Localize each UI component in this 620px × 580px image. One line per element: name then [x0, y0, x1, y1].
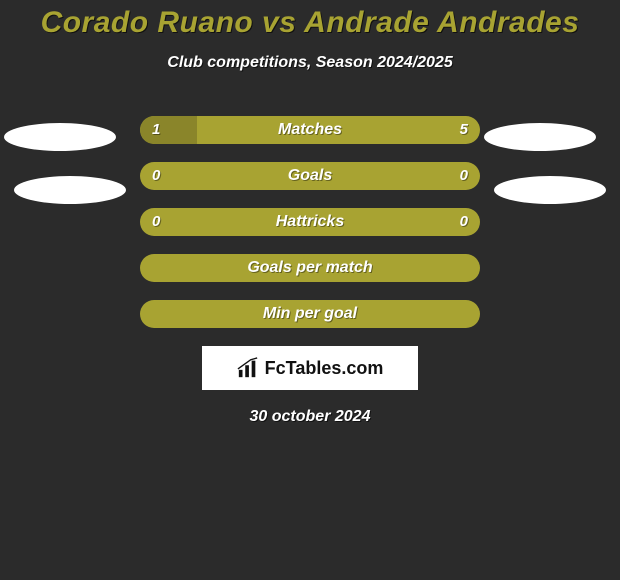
logo-text-b: Tables [286, 358, 342, 378]
logo-text-a: Fc [265, 358, 286, 378]
decor-oval [494, 176, 606, 204]
date-label: 30 october 2024 [0, 408, 620, 426]
decor-oval [14, 176, 126, 204]
stat-value-right: 0 [460, 162, 468, 190]
bar-chart-icon [237, 357, 259, 379]
stat-row-min-per-goal: Min per goal [140, 300, 480, 328]
stat-value-right: 5 [460, 116, 468, 144]
stat-label: Goals [140, 162, 480, 190]
logo-text: FcTables.com [265, 358, 384, 379]
stat-value-right: 0 [460, 208, 468, 236]
stat-row-hattricks: 0 Hattricks 0 [140, 208, 480, 236]
stat-row-goals: 0 Goals 0 [140, 162, 480, 190]
stat-label: Matches [140, 116, 480, 144]
fctables-logo: FcTables.com [202, 346, 418, 390]
stat-row-matches: 1 Matches 5 [140, 116, 480, 144]
decor-oval [484, 123, 596, 151]
subtitle: Club competitions, Season 2024/2025 [0, 54, 620, 72]
decor-oval [4, 123, 116, 151]
page-title: Corado Ruano vs Andrade Andrades [0, 0, 620, 40]
stat-label: Min per goal [140, 300, 480, 328]
logo-text-c: .com [341, 358, 383, 378]
stat-row-goals-per-match: Goals per match [140, 254, 480, 282]
stat-label: Hattricks [140, 208, 480, 236]
stat-label: Goals per match [140, 254, 480, 282]
